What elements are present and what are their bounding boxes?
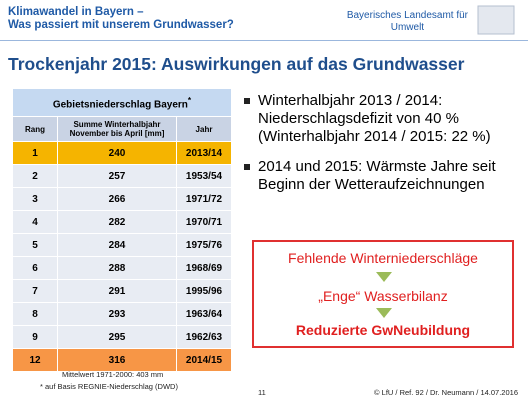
conclusion-box: Fehlende Winterniederschläge „Enge“ Wass… [252,240,514,348]
table-cell: 4 [12,210,58,234]
header-line: Was passiert mit unserem Grundwasser? [8,19,234,31]
table-cell: 1975/76 [176,233,232,257]
credit: © LfU / Ref. 92 / Dr. Neumann / 14.07.20… [374,388,518,397]
table-cell: 1963/64 [176,302,232,326]
logo [477,5,515,35]
table-cell: 291 [57,279,177,303]
bullet-line: 2014 und 2015: Wärmste Jahre seit [258,158,496,175]
page-number: 11 [258,388,266,397]
table-row: 9 295 1962/63 [12,325,232,349]
box-line: Reduzierte GwNeubildung [295,322,471,338]
table-caption: Gebietsniederschlag Bayern* [12,88,232,117]
column-header: Jahr [176,116,232,142]
table-cell: 1953/54 [176,164,232,188]
bullet: Winterhalbjahr 2013 / 2014: Niederschlags… [244,92,496,146]
table-row: 5 284 1975/76 [12,233,232,257]
header-title: Klimawandel in Bayern – Was passiert mit… [8,6,234,32]
caption-mark: * [187,94,192,105]
bullet-line: (Winterhalbjahr 2014 / 2015: 22 %) [258,128,491,145]
column-header: Summe Winterhalbjahr November bis April … [57,116,177,142]
table-row: 12 316 2014/15 [12,348,232,372]
footnote: * auf Basis REGNIE-Niederschlag (DWD) [40,382,178,391]
table-cell: 1995/96 [176,279,232,303]
table-cell: 293 [57,302,177,326]
arrow [376,272,392,282]
table-cell: 282 [57,210,177,234]
table-row: 6 288 1968/69 [12,256,232,280]
table-cell: 9 [12,325,58,349]
footnote: Mittelwert 1971-2000: 403 mm [62,370,164,379]
table-cell: 1962/63 [176,325,232,349]
table-row: 8 293 1963/64 [12,302,232,326]
table-cell: 1970/71 [176,210,232,234]
table-row: 4 282 1970/71 [12,210,232,234]
table-cell: 3 [12,187,58,211]
bullet-list: Winterhalbjahr 2013 / 2014: Niederschlags… [244,92,496,206]
caption-text: Gebietsniederschlag Bayern [52,99,188,111]
slide-title: Trockenjahr 2015: Auswirkungen auf das G… [8,54,465,74]
org-line: Bayerisches Landesamt für [346,10,468,21]
table-cell: 257 [57,164,177,188]
box-line: Fehlende Winterniederschläge [288,250,478,266]
table-cell: 1971/72 [176,187,232,211]
table-cell: 266 [57,187,177,211]
bullet-line: Niederschlagsdefizit von 40 % [258,110,459,127]
table-cell: 6 [12,256,58,280]
table-cell: 2 [12,164,58,188]
table-cell: 1 [12,141,58,165]
table-cell: 2014/15 [176,348,232,372]
header-line: Klimawandel in Bayern – [8,6,144,18]
table-cell: 295 [57,325,177,349]
table-cell: 1968/69 [176,256,232,280]
table-row: 7 291 1995/96 [12,279,232,303]
column-header: Rang [12,116,58,142]
table-row: 1 240 2013/14 [12,141,232,165]
bullet: 2014 und 2015: Wärmste Jahre seit Beginn … [244,158,496,194]
table-cell: 284 [57,233,177,257]
arrow [376,308,392,318]
header-rule [0,40,528,41]
table-cell: 12 [12,348,58,372]
table-cell: 316 [57,348,177,372]
org-name: Bayerisches Landesamt für Umwelt [347,10,468,34]
box-line: „Enge“ Wasserbilanz [318,288,448,304]
table-row: 2 257 1953/54 [12,164,232,188]
table-cell: 8 [12,302,58,326]
table-cell: 240 [57,141,177,165]
bullet-line: Beginn der Wetteraufzeichnungen [258,176,485,193]
ranking-table: Gebietsniederschlag Bayern* Rang Summe W… [12,88,232,372]
table-cell: 5 [12,233,58,257]
org-line: Umwelt [390,22,425,33]
table-cell: 2013/14 [176,141,232,165]
table-row: 3 266 1971/72 [12,187,232,211]
bullet-line: Winterhalbjahr 2013 / 2014: [258,92,443,109]
table-cell: 7 [12,279,58,303]
table-cell: 288 [57,256,177,280]
